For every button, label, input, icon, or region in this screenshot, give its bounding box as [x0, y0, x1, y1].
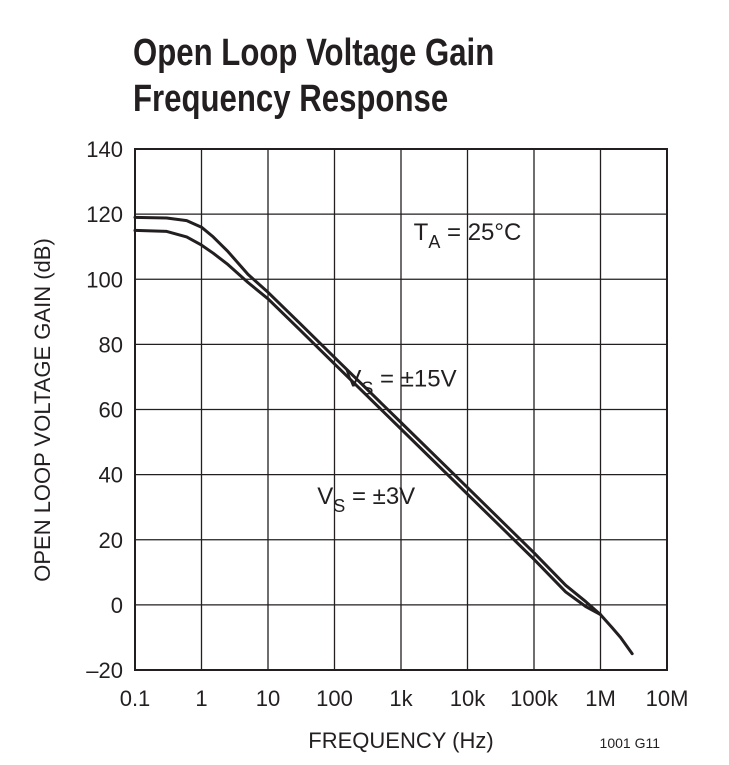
y-tick-label: 140: [86, 137, 123, 162]
series-line-vs-15v: [133, 215, 634, 656]
x-tick-label: 10M: [646, 686, 689, 711]
annotation: VS = ±15V: [345, 366, 456, 399]
x-tick-label: 1M: [585, 686, 616, 711]
y-tick-label: –20: [86, 658, 123, 683]
series-lines: [133, 215, 634, 656]
chart-title-line-2: Frequency Response: [133, 78, 449, 120]
y-axis-label: OPEN LOOP VOLTAGE GAIN (dB): [30, 238, 55, 582]
y-tick-labels: –20 0 20 40 60 80 100 120 140: [86, 137, 123, 683]
x-tick-label: 100k: [510, 686, 559, 711]
y-tick-label: 40: [99, 463, 123, 488]
x-tick-labels: 0.1 1 10 100 1k 10k 100k 1M 10M: [120, 686, 689, 711]
y-tick-label: 60: [99, 398, 123, 423]
x-tick-label: 0.1: [120, 686, 151, 711]
figure-id: 1001 G11: [600, 735, 661, 751]
x-axis-label: FREQUENCY (Hz): [308, 728, 493, 753]
grid: [134, 148, 668, 671]
y-tick-label: 20: [99, 528, 123, 553]
plot-frame: [134, 148, 668, 671]
y-tick-label: 100: [86, 267, 123, 292]
chart-title: Open Loop Voltage Gain Frequency Respons…: [133, 30, 494, 122]
annotation: TA = 25°C: [414, 219, 522, 252]
y-tick-label: 0: [111, 593, 123, 618]
x-tick-label: 100: [316, 686, 353, 711]
annotations: TA = 25°C VS = ±15V VS = ±3V: [317, 219, 521, 516]
series-line-vs-3v: [133, 228, 602, 617]
x-tick-label: 10k: [450, 686, 486, 711]
y-tick-label: 80: [99, 332, 123, 357]
x-tick-label: 10: [256, 686, 280, 711]
annotation: VS = ±3V: [317, 483, 415, 516]
y-tick-label: 120: [86, 202, 123, 227]
x-tick-label: 1k: [389, 686, 413, 711]
chart-title-line-1: Open Loop Voltage Gain: [133, 32, 495, 74]
x-tick-label: 1: [195, 686, 207, 711]
